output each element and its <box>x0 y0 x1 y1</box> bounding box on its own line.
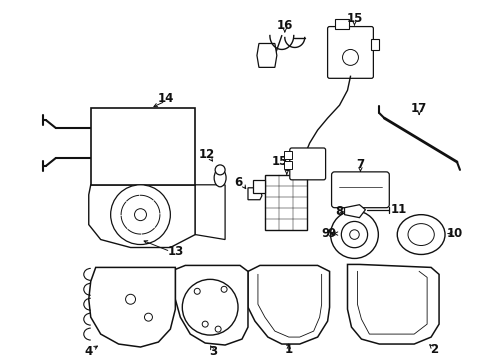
Text: 10: 10 <box>446 227 462 240</box>
Polygon shape <box>88 267 175 347</box>
Circle shape <box>202 321 208 327</box>
Text: 15: 15 <box>346 12 362 25</box>
Ellipse shape <box>214 169 225 187</box>
Polygon shape <box>256 44 276 67</box>
Circle shape <box>330 211 378 258</box>
FancyBboxPatch shape <box>327 27 373 78</box>
Polygon shape <box>252 180 264 193</box>
Text: 16: 16 <box>276 19 292 32</box>
Text: 5: 5 <box>282 161 290 174</box>
Bar <box>283 161 291 169</box>
Circle shape <box>134 209 146 221</box>
Text: 2: 2 <box>429 342 437 356</box>
Circle shape <box>349 230 359 239</box>
Ellipse shape <box>396 215 444 255</box>
Circle shape <box>110 185 170 244</box>
Text: 7: 7 <box>356 158 364 171</box>
Polygon shape <box>247 265 329 344</box>
Circle shape <box>125 294 135 304</box>
FancyBboxPatch shape <box>289 148 325 180</box>
Circle shape <box>342 49 358 66</box>
Circle shape <box>221 286 226 292</box>
Bar <box>370 39 379 50</box>
FancyBboxPatch shape <box>331 172 388 208</box>
Polygon shape <box>347 265 438 344</box>
Bar <box>264 175 306 230</box>
Circle shape <box>341 221 367 248</box>
Bar <box>334 19 349 28</box>
Polygon shape <box>247 188 262 200</box>
Circle shape <box>182 279 238 335</box>
Text: 13: 13 <box>167 245 183 258</box>
Text: 8: 8 <box>335 205 343 218</box>
Polygon shape <box>88 185 195 248</box>
Text: 14: 14 <box>157 92 173 105</box>
Text: 17: 17 <box>410 102 427 115</box>
Bar <box>283 151 291 159</box>
Text: 9: 9 <box>327 227 335 240</box>
Bar <box>91 108 195 185</box>
Circle shape <box>194 288 200 294</box>
Ellipse shape <box>407 224 433 246</box>
Circle shape <box>215 165 224 175</box>
Text: 11: 11 <box>390 203 407 216</box>
Polygon shape <box>344 205 365 218</box>
Text: 3: 3 <box>209 345 217 357</box>
Text: 15: 15 <box>271 156 287 168</box>
Text: 12: 12 <box>199 148 215 161</box>
Text: 6: 6 <box>233 176 242 189</box>
Text: 1: 1 <box>284 342 292 356</box>
Text: 9: 9 <box>321 227 329 240</box>
Text: 4: 4 <box>84 345 93 357</box>
Circle shape <box>215 326 221 332</box>
Circle shape <box>144 313 152 321</box>
Polygon shape <box>195 185 224 239</box>
Polygon shape <box>175 265 247 345</box>
